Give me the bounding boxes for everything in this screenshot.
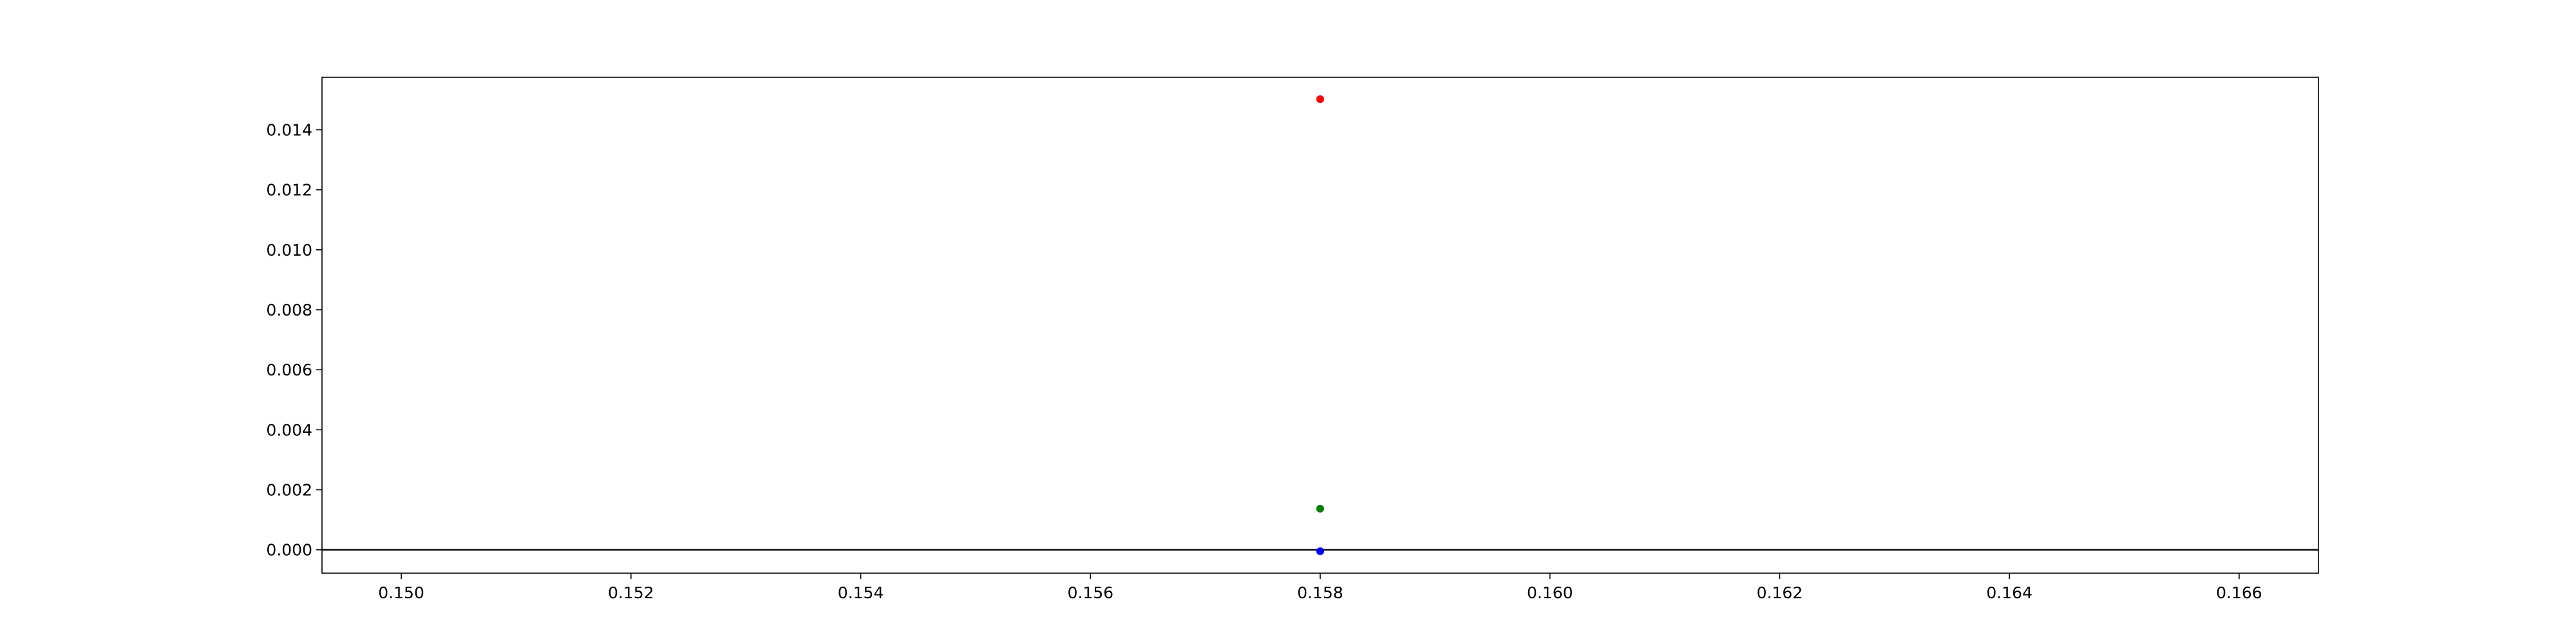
x-tick-label: 0.150 <box>378 583 424 602</box>
plot-background <box>322 77 2318 573</box>
data-point <box>1316 547 1324 555</box>
x-tick-label: 0.166 <box>2216 583 2262 602</box>
data-point <box>1316 504 1324 513</box>
y-tick-label: 0.010 <box>266 241 312 260</box>
y-tick-label: 0.012 <box>266 181 312 200</box>
x-tick-label: 0.152 <box>608 583 654 602</box>
data-point <box>1316 95 1324 104</box>
y-tick-label: 0.004 <box>266 421 312 439</box>
x-axis: 0.150 0.152 0.154 0.156 0.158 0.160 0.162 0.164… <box>378 573 2262 602</box>
x-tick-label: 0.160 <box>1527 583 1573 602</box>
x-tick-label: 0.156 <box>1067 583 1113 602</box>
x-tick-label: 0.158 <box>1297 583 1343 602</box>
y-tick-label: 0.006 <box>266 361 312 379</box>
x-tick-label: 0.162 <box>1757 583 1803 602</box>
y-axis: 0.000 0.002 0.004 0.006 0.008 0.010 0.012 0.014 <box>266 121 322 560</box>
y-tick-label: 0.014 <box>266 121 312 140</box>
y-tick-label: 0.000 <box>266 541 312 560</box>
y-tick-label: 0.008 <box>266 301 312 319</box>
data-points-layer <box>1316 95 1324 555</box>
x-tick-label: 0.154 <box>838 583 884 602</box>
x-tick-label: 0.164 <box>1986 583 2032 602</box>
y-tick-label: 0.002 <box>266 481 312 500</box>
